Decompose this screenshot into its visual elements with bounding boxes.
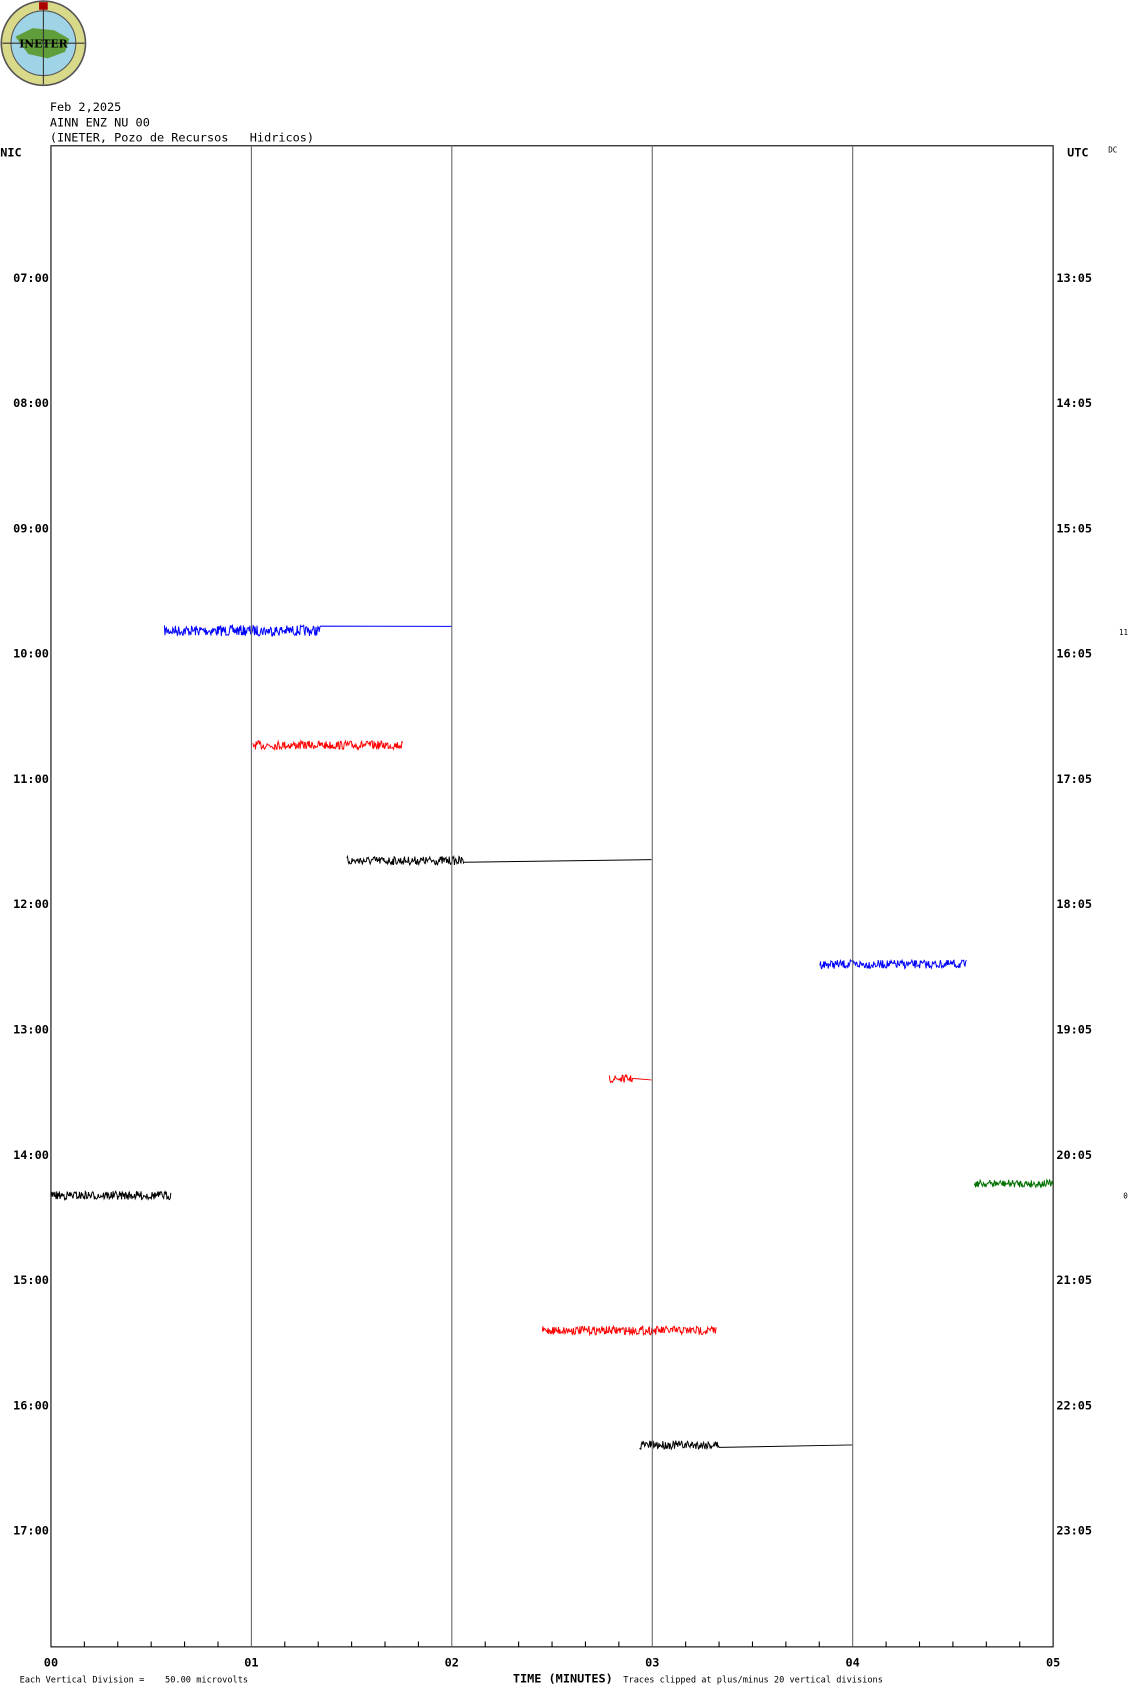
left-time-label: 10:00 bbox=[13, 647, 49, 661]
x-tick-label: 04 bbox=[846, 1655, 860, 1669]
seismic-trace bbox=[541, 1324, 717, 1337]
right-time-label: 19:05 bbox=[1056, 1022, 1092, 1036]
seismic-trace bbox=[973, 1178, 1054, 1189]
right-title: UTC bbox=[1067, 146, 1088, 160]
left-time-label: 17:00 bbox=[13, 1524, 49, 1538]
seismic-trace bbox=[252, 739, 404, 751]
right-time-label: 23:05 bbox=[1056, 1524, 1092, 1538]
side-mark: 11 bbox=[1119, 628, 1129, 637]
corner-label: DC bbox=[1108, 145, 1117, 154]
right-time-label: 17:05 bbox=[1056, 772, 1092, 786]
logo: INETER bbox=[0, 0, 87, 87]
left-time-label: 14:00 bbox=[13, 1148, 49, 1162]
seismic-trace bbox=[50, 1190, 172, 1202]
right-time-label: 18:05 bbox=[1056, 897, 1092, 911]
x-tick-label: 00 bbox=[44, 1655, 58, 1669]
right-time-label: 15:05 bbox=[1056, 521, 1092, 535]
right-time-label: 14:05 bbox=[1056, 396, 1092, 410]
traces bbox=[50, 623, 1054, 1451]
x-tick-label: 03 bbox=[645, 1655, 659, 1669]
right-time-label: 16:05 bbox=[1056, 647, 1092, 661]
seismic-trace bbox=[163, 623, 452, 637]
right-time-label: 22:05 bbox=[1056, 1398, 1092, 1412]
left-time-label: 16:00 bbox=[13, 1398, 49, 1412]
left-time-label: 07:00 bbox=[13, 271, 49, 285]
footer-right: Traces clipped at plus/minus 20 vertical… bbox=[623, 1676, 883, 1686]
left-time-label: 15:00 bbox=[13, 1273, 49, 1287]
footer-left: Each Vertical Division = 50.00 microvolt… bbox=[20, 1676, 248, 1686]
x-tick-label: 02 bbox=[445, 1655, 459, 1669]
seismic-trace bbox=[608, 1073, 652, 1084]
right-time-label: 21:05 bbox=[1056, 1273, 1092, 1287]
left-time-label: 13:00 bbox=[13, 1022, 49, 1036]
x-tick-label: 05 bbox=[1046, 1655, 1060, 1669]
left-time-label: 11:00 bbox=[13, 772, 49, 786]
seismic-trace bbox=[346, 854, 652, 867]
logo-text: INETER bbox=[19, 38, 68, 51]
plot-frame bbox=[50, 145, 1054, 1648]
right-time-label: 13:05 bbox=[1056, 271, 1092, 285]
right-time-label: 20:05 bbox=[1056, 1148, 1092, 1162]
left-time-label: 08:00 bbox=[13, 396, 49, 410]
left-time-label: 09:00 bbox=[13, 521, 49, 535]
date: Feb 2,2025 bbox=[50, 100, 121, 114]
location: (INETER, Pozo de Recursos Hidricos) bbox=[50, 130, 314, 144]
seismic-trace bbox=[639, 1440, 853, 1451]
station: AINN ENZ NU 00 bbox=[50, 115, 150, 129]
side-mark: 0 bbox=[1123, 1192, 1128, 1201]
x-tick-label: 01 bbox=[244, 1655, 258, 1669]
left-time-label: 12:00 bbox=[13, 897, 49, 911]
left-title: NIC bbox=[0, 146, 21, 160]
x-label: TIME (MINUTES) bbox=[513, 1672, 613, 1686]
seismic-trace bbox=[819, 958, 967, 970]
